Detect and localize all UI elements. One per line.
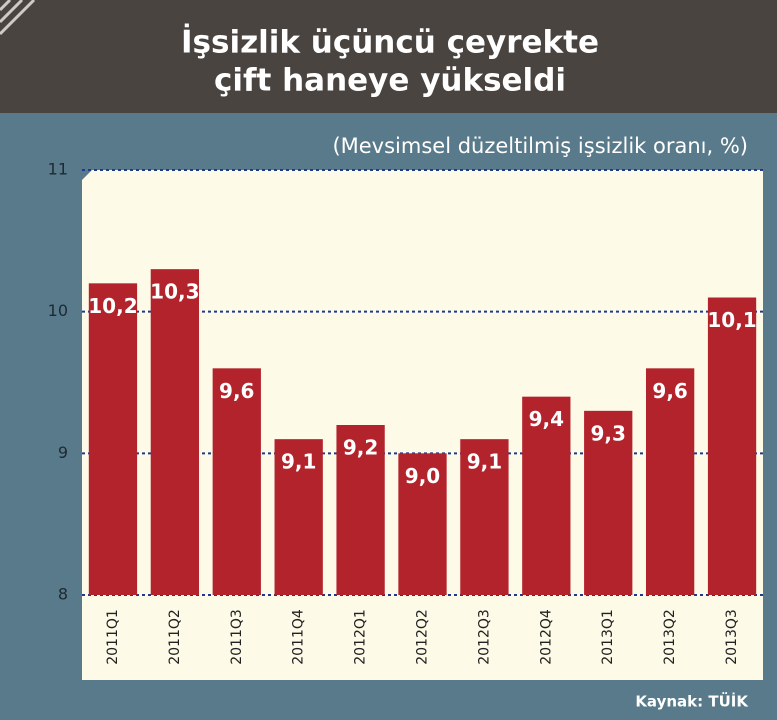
bar [150, 269, 200, 595]
bar [645, 368, 695, 595]
y-tick-label: 11 [48, 160, 68, 179]
bar [584, 410, 633, 595]
bar [522, 396, 571, 595]
y-tick-label: 10 [48, 301, 68, 320]
source: Kaynak: TÜİK [635, 692, 749, 711]
value-label: 9,4 [529, 407, 564, 431]
value-label: 9,6 [219, 379, 254, 403]
chart-title: İşsizlik üçüncü çeyrekte [181, 25, 599, 61]
value-label: 10,2 [88, 294, 137, 318]
x-tick-label: 2013Q3 [724, 609, 740, 665]
x-tick-label: 2013Q1 [600, 609, 616, 665]
chart-subtitle: (Mevsimsel düzeltilmiş işsizlik oranı, %… [332, 134, 748, 158]
x-tick-label: 2013Q2 [662, 609, 678, 665]
value-label: 9,6 [652, 379, 687, 403]
x-tick-label: 2012Q3 [476, 609, 492, 665]
value-label: 10,3 [150, 280, 199, 304]
bar [88, 283, 138, 595]
y-tick-label: 9 [58, 443, 68, 462]
value-label: 9,3 [591, 421, 626, 445]
bar [212, 368, 261, 595]
x-tick-label: 2011Q2 [167, 609, 183, 665]
bar [707, 297, 757, 595]
bar [274, 439, 323, 595]
bar [398, 453, 447, 595]
x-tick-label: 2011Q4 [291, 609, 307, 665]
x-tick-label: 2012Q2 [415, 609, 431, 665]
header-band [0, 0, 777, 113]
value-label: 9,0 [405, 464, 440, 488]
x-tick-label: 2012Q1 [353, 609, 369, 665]
decor-stripes [0, 0, 36, 36]
value-label: 9,1 [467, 450, 502, 474]
y-tick-label: 8 [58, 585, 68, 604]
bar [336, 425, 385, 595]
bar [460, 439, 509, 595]
chart-title: çift haneye yükseldi [214, 63, 566, 99]
x-tick-label: 2011Q3 [229, 609, 245, 665]
x-tick-label: 2011Q1 [105, 609, 121, 665]
value-label: 9,2 [343, 436, 378, 460]
value-label: 10,1 [707, 308, 756, 332]
x-tick-label: 2012Q4 [538, 609, 554, 665]
value-label: 9,1 [281, 450, 316, 474]
